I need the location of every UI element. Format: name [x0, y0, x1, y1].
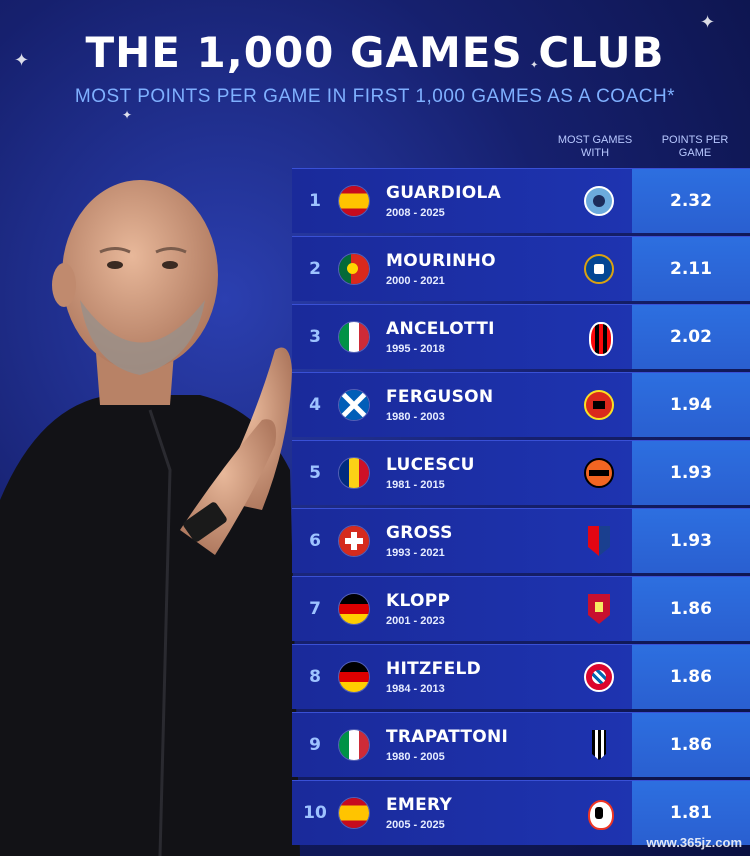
coach-name: MOURINHO: [386, 251, 496, 271]
coach-info: TRAPATTONI 1980 - 2005: [386, 727, 570, 763]
column-header-most-games-with: MOST GAMES WITH: [557, 134, 633, 159]
coach-name: FERGUSON: [386, 387, 494, 407]
table-row: 2 MOURINHO 2000 - 2021 2.11: [292, 236, 750, 301]
spain-flag-icon: [338, 797, 370, 829]
coach-years: 2001 - 2023: [386, 615, 445, 627]
coach-name: KLOPP: [386, 591, 451, 611]
coach-name: GUARDIOLA: [386, 183, 502, 203]
coach-info: KLOPP 2001 - 2023: [386, 591, 570, 627]
coach-years: 1981 - 2015: [386, 479, 445, 491]
coach-years: 2005 - 2025: [386, 819, 445, 831]
rank-number: 5: [309, 463, 321, 483]
coach-photo: [0, 180, 300, 856]
points-per-game-value: 1.94: [632, 373, 750, 437]
sparkle-icon: ✦: [700, 12, 716, 33]
table-row: 9 TRAPATTONI 1980 - 2005 1.86: [292, 712, 750, 777]
rank-number: 10: [303, 803, 327, 823]
germany-flag-icon: [338, 593, 370, 625]
man-city-crest-icon: [584, 186, 614, 216]
table-row: 1 GUARDIOLA 2008 - 2025 2.32: [292, 168, 750, 233]
coach-name: LUCESCU: [386, 455, 475, 475]
coach-name: HITZFELD: [386, 659, 482, 679]
rank-number: 3: [309, 327, 321, 347]
table-row: 5 LUCESCU 1981 - 2015 1.93: [292, 440, 750, 505]
coach-years: 2008 - 2025: [386, 207, 445, 219]
switzerland-flag-icon: [338, 525, 370, 557]
ac-milan-crest-icon: [584, 322, 614, 356]
sparkle-icon: ✦: [14, 50, 30, 71]
juventus-crest-icon: [584, 730, 614, 760]
germany-flag-icon: [338, 661, 370, 693]
coach-info: HITZFELD 1984 - 2013: [386, 659, 570, 695]
watermark: www.365jz.com: [646, 835, 742, 850]
points-per-game-value: 1.81: [632, 781, 750, 845]
points-per-game-value: 1.86: [632, 645, 750, 709]
coach-years: 2000 - 2021: [386, 275, 445, 287]
rank-number: 6: [309, 531, 321, 551]
column-header-points-per-game: POINTS PER GAME: [661, 134, 729, 159]
points-per-game-value: 2.11: [632, 237, 750, 301]
table-row: 4 FERGUSON 1980 - 2003 1.94: [292, 372, 750, 437]
coach-years: 1984 - 2013: [386, 683, 445, 695]
liverpool-crest-icon: [584, 594, 614, 624]
spain-flag-icon: [338, 185, 370, 217]
italy-flag-icon: [338, 321, 370, 353]
coach-info: GROSS 1993 - 2021: [386, 523, 570, 559]
coach-info: GUARDIOLA 2008 - 2025: [386, 183, 570, 219]
basel-crest-icon: [584, 526, 614, 556]
rank-number: 2: [309, 259, 321, 279]
coach-info: FERGUSON 1980 - 2003: [386, 387, 570, 423]
page-title: THE 1,000 GAMES CLUB: [85, 28, 665, 77]
bayern-crest-icon: [584, 662, 614, 692]
table-row: 7 KLOPP 2001 - 2023 1.86: [292, 576, 750, 641]
coach-name: TRAPATTONI: [386, 727, 509, 747]
points-per-game-value: 2.32: [632, 169, 750, 233]
points-per-game-value: 1.93: [632, 441, 750, 505]
coach-info: ANCELOTTI 1995 - 2018: [386, 319, 570, 355]
coach-years: 1995 - 2018: [386, 343, 445, 355]
coach-info: EMERY 2005 - 2025: [386, 795, 570, 831]
table-row: 3 ANCELOTTI 1995 - 2018 2.02: [292, 304, 750, 369]
rank-number: 8: [309, 667, 321, 687]
scotland-flag-icon: [338, 389, 370, 421]
coach-info: MOURINHO 2000 - 2021: [386, 251, 570, 287]
coach-years: 1993 - 2021: [386, 547, 445, 559]
table-row: 8 HITZFELD 1984 - 2013 1.86: [292, 644, 750, 709]
chelsea-crest-icon: [584, 254, 614, 284]
points-per-game-value: 1.93: [632, 509, 750, 573]
valencia-crest-icon: [584, 798, 614, 830]
points-per-game-value: 1.86: [632, 713, 750, 777]
coach-name: EMERY: [386, 795, 453, 815]
coach-years: 1980 - 2005: [386, 751, 445, 763]
italy-flag-icon: [338, 729, 370, 761]
coach-name: GROSS: [386, 523, 453, 543]
points-per-game-value: 2.02: [632, 305, 750, 369]
sparkle-icon: ✦: [122, 108, 133, 122]
points-per-game-value: 1.86: [632, 577, 750, 641]
rank-number: 9: [309, 735, 321, 755]
rank-number: 7: [309, 599, 321, 619]
man-united-crest-icon: [584, 390, 614, 420]
coach-years: 1980 - 2003: [386, 411, 445, 423]
coach-info: LUCESCU 1981 - 2015: [386, 455, 570, 491]
romania-flag-icon: [338, 457, 370, 489]
coach-name: ANCELOTTI: [386, 319, 495, 339]
table-row: 10 EMERY 2005 - 2025 1.81: [292, 780, 750, 845]
shakhtar-crest-icon: [584, 458, 614, 488]
sparkle-icon: ✦: [530, 60, 539, 71]
portugal-flag-icon: [338, 253, 370, 285]
rank-number: 4: [309, 395, 321, 415]
table-row: 6 GROSS 1993 - 2021 1.93: [292, 508, 750, 573]
rank-number: 1: [309, 191, 321, 211]
page-subtitle: MOST POINTS PER GAME IN FIRST 1,000 GAME…: [74, 86, 676, 107]
ranking-table: 1 GUARDIOLA 2008 - 2025 2.32 2 MOURINHO 2…: [292, 168, 750, 848]
